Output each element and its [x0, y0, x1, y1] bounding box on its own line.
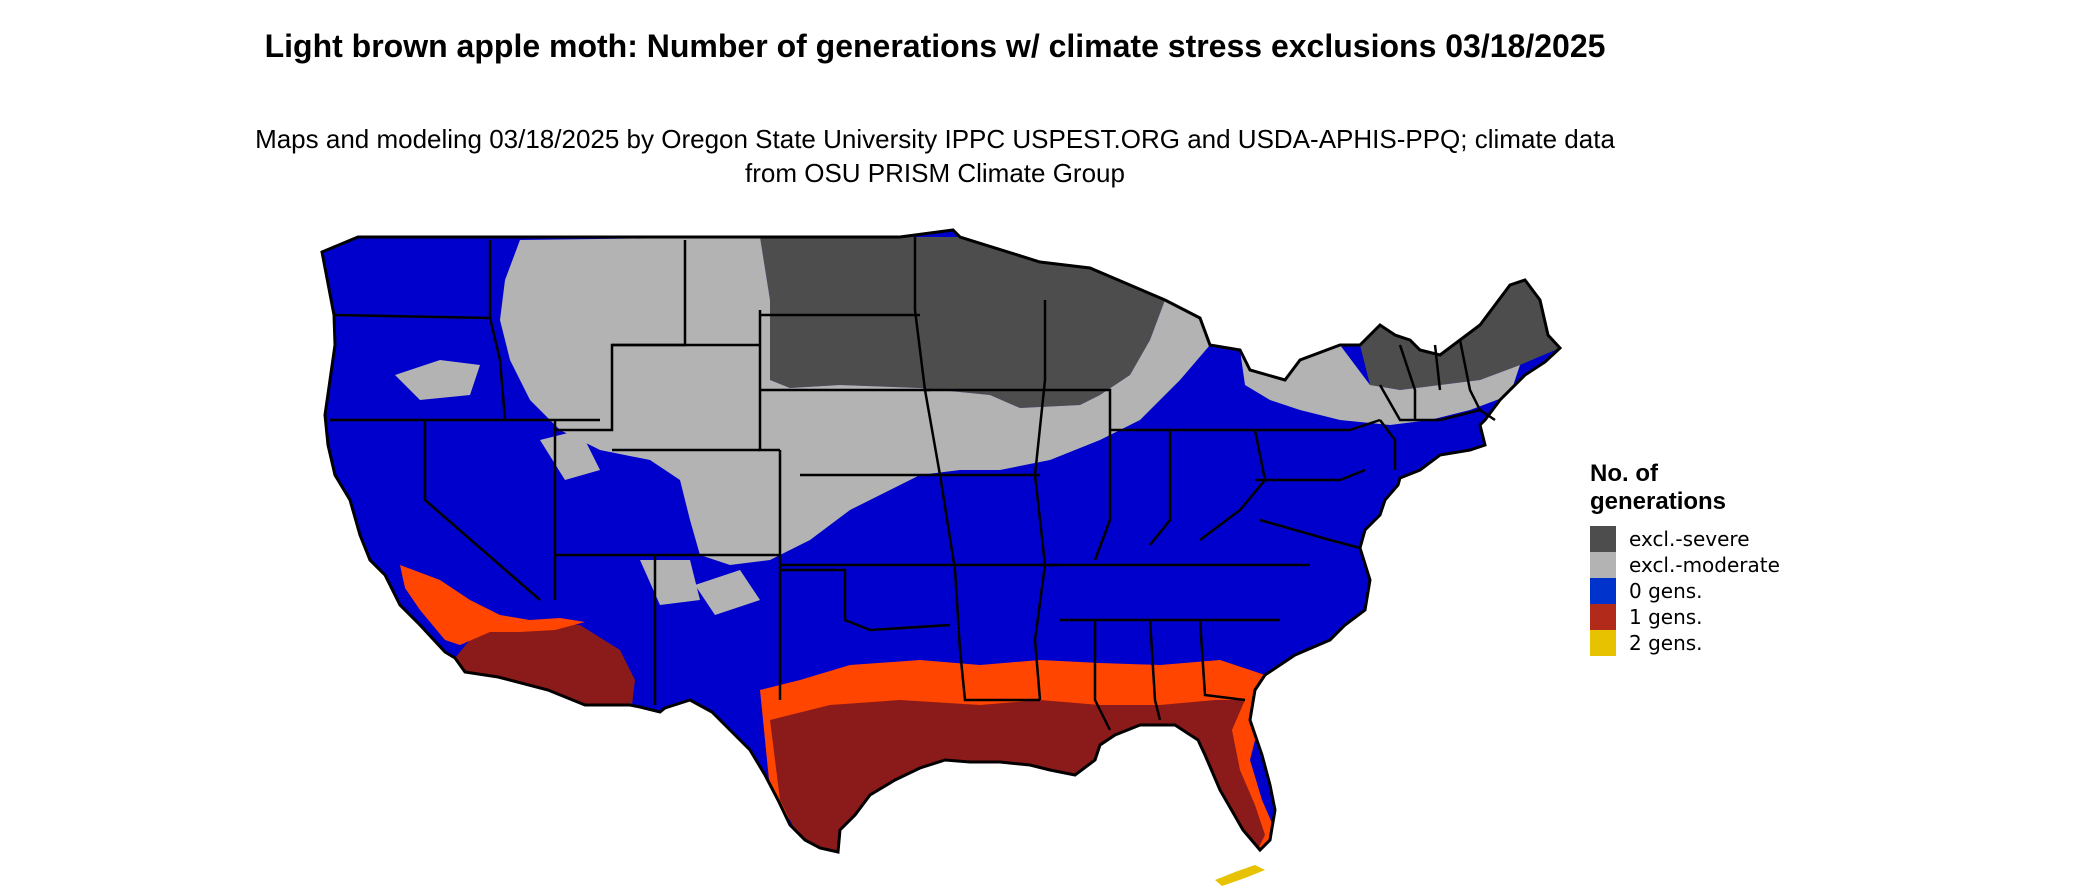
- zone-one-gen-transition: [400, 565, 585, 645]
- legend-swatch: [1590, 526, 1616, 552]
- legend-label: 0 gens.: [1629, 579, 1703, 603]
- zone-one-gen: [770, 700, 1265, 852]
- legend-label: excl.-moderate: [1629, 553, 1780, 577]
- state-borders: [330, 237, 1496, 731]
- legend-item-0-gens: 0 gens.: [1590, 578, 1780, 604]
- zone-excl-moderate: [395, 360, 480, 400]
- legend-item-excl-moderate: excl.-moderate: [1590, 552, 1780, 578]
- zone-excl-severe: [760, 237, 1165, 408]
- legend-swatch: [1590, 578, 1616, 604]
- zone-one-gen: [455, 622, 635, 705]
- legend-swatch: [1590, 630, 1616, 656]
- legend-swatch: [1590, 604, 1616, 630]
- legend-item-1-gens: 1 gens.: [1590, 604, 1780, 630]
- zone-excl-moderate: [500, 237, 1210, 565]
- legend-label: excl.-severe: [1629, 527, 1750, 551]
- legend-label: 1 gens.: [1629, 605, 1703, 629]
- map-subtitle: Maps and modeling 03/18/2025 by Oregon S…: [255, 124, 1615, 188]
- legend-title-text: No. of generations: [1590, 460, 1727, 515]
- legend-label: 2 gens.: [1629, 631, 1703, 655]
- zone-two-gens: [1215, 865, 1265, 886]
- legend-item-excl-severe: excl.-severe: [1590, 526, 1780, 552]
- legend: No. of generations excl.-severe excl.-mo…: [1590, 460, 1780, 656]
- map-title: Light brown apple moth: Number of genera…: [264, 28, 1606, 64]
- legend-swatch: [1590, 552, 1616, 578]
- legend-title: No. of generations: [1590, 460, 1780, 516]
- zone-excl-severe: [1360, 280, 1560, 390]
- us-outline: [320, 228, 1563, 854]
- legend-item-2-gens: 2 gens.: [1590, 630, 1780, 656]
- zone-excl-moderate: [695, 570, 760, 615]
- zone-excl-moderate: [1240, 345, 1520, 425]
